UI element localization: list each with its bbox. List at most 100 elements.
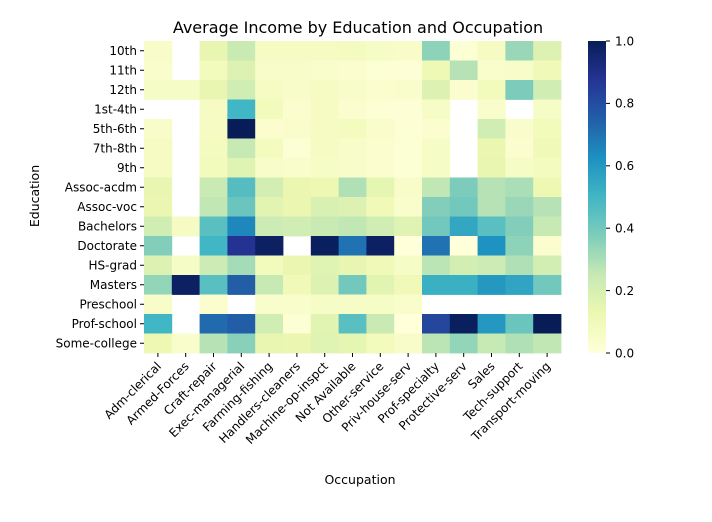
heatmap-cell xyxy=(199,333,228,354)
heatmap-cell xyxy=(533,333,562,354)
y-tick-label: Prof-school xyxy=(72,317,137,331)
colorbar-tick-label: 0.8 xyxy=(615,97,634,111)
heatmap-cell xyxy=(366,60,395,81)
heatmap-cell xyxy=(227,119,256,139)
heatmap-cell xyxy=(422,80,451,100)
y-tick-label: 10th xyxy=(109,44,137,58)
heatmap-cell xyxy=(227,236,256,256)
heatmap-cell xyxy=(310,216,339,237)
heatmap-cell xyxy=(505,41,534,61)
heatmap-cell xyxy=(505,333,534,354)
heatmap-cell xyxy=(366,158,395,178)
heatmap-cell xyxy=(338,60,367,81)
colorbar-tick-label: 0.4 xyxy=(615,222,634,236)
heatmap-cell xyxy=(283,158,312,178)
heatmap-cell xyxy=(227,275,256,295)
heatmap-cell xyxy=(366,236,395,256)
heatmap-cell xyxy=(255,99,284,120)
heatmap-cell xyxy=(227,80,256,100)
heatmap-cell xyxy=(449,80,478,100)
heatmap-cell xyxy=(422,99,451,120)
heatmap-cell xyxy=(255,333,284,354)
heatmap-cell xyxy=(199,294,228,315)
heatmap-cell xyxy=(338,80,367,100)
colorbar-tick-label: 0.6 xyxy=(615,159,634,173)
heatmap-cell xyxy=(394,197,423,217)
heatmap-cell xyxy=(144,236,173,256)
heatmap-cells xyxy=(144,41,562,354)
heatmap-cell xyxy=(171,333,200,354)
heatmap-cell xyxy=(477,197,506,217)
heatmap-cell xyxy=(310,41,339,61)
heatmap-cell xyxy=(394,275,423,295)
heatmap-cell xyxy=(144,41,173,61)
heatmap-cell xyxy=(394,314,423,334)
heatmap-cell xyxy=(338,197,367,217)
heatmap-cell xyxy=(394,60,423,81)
heatmap-cell xyxy=(255,119,284,139)
heatmap-cell xyxy=(394,80,423,100)
heatmap-cell xyxy=(144,177,173,198)
heatmap-cell xyxy=(505,236,534,256)
heatmap-cell xyxy=(227,177,256,198)
heatmap-cell xyxy=(449,216,478,237)
colorbar-tick-label: 0.0 xyxy=(615,346,634,360)
heatmap-cell xyxy=(310,138,339,159)
heatmap-cell xyxy=(477,333,506,354)
heatmap-cell xyxy=(144,138,173,159)
heatmap-cell xyxy=(449,60,478,81)
heatmap-cell xyxy=(422,255,451,276)
heatmap-cell xyxy=(366,197,395,217)
heatmap-cell xyxy=(394,333,423,354)
heatmap-cell xyxy=(283,216,312,237)
heatmap-cell xyxy=(255,138,284,159)
heatmap-cell xyxy=(199,314,228,334)
y-tick-label: 5th-6th xyxy=(93,122,137,136)
heatmap-cell xyxy=(394,294,423,315)
heatmap-cell xyxy=(283,80,312,100)
heatmap-cell xyxy=(533,80,562,100)
colorbar-tick-label: 1.0 xyxy=(615,34,634,48)
heatmap-cell xyxy=(144,158,173,178)
heatmap-cell xyxy=(366,177,395,198)
heatmap-cell xyxy=(255,216,284,237)
heatmap-cell xyxy=(310,60,339,81)
heatmap-cell xyxy=(227,99,256,120)
heatmap-cell xyxy=(477,41,506,61)
heatmap-cell xyxy=(227,197,256,217)
heatmap-cell xyxy=(449,275,478,295)
heatmap-cell xyxy=(227,158,256,178)
x-tick-labels: Adm-clericalArmed-ForcesCraft-repairExec… xyxy=(101,353,553,447)
heatmap-cell xyxy=(366,255,395,276)
heatmap-cell xyxy=(366,99,395,120)
heatmap-cell xyxy=(144,255,173,276)
y-tick-label: Preschool xyxy=(79,298,137,312)
heatmap-cell xyxy=(171,216,200,237)
heatmap-cell xyxy=(144,60,173,81)
heatmap-cell xyxy=(422,333,451,354)
heatmap-cell xyxy=(477,158,506,178)
heatmap-cell xyxy=(227,314,256,334)
heatmap-cell xyxy=(533,41,562,61)
heatmap-cell xyxy=(255,158,284,178)
heatmap-cell xyxy=(255,275,284,295)
heatmap-cell xyxy=(533,236,562,256)
heatmap-cell xyxy=(227,138,256,159)
heatmap-cell xyxy=(199,197,228,217)
heatmap-cell xyxy=(171,80,200,100)
heatmap-cell xyxy=(505,138,534,159)
heatmap-cell xyxy=(310,255,339,276)
colorbar: 0.0 0.2 0.4 0.6 0.8 1.0 xyxy=(588,34,634,360)
heatmap-cell xyxy=(533,216,562,237)
heatmap-cell xyxy=(310,99,339,120)
y-tick-label: 1st-4th xyxy=(94,103,137,117)
heatmap-cell xyxy=(283,99,312,120)
heatmap-cell xyxy=(366,80,395,100)
y-tick-label: 7th-8th xyxy=(93,142,137,156)
heatmap-cell xyxy=(338,41,367,61)
heatmap-cell xyxy=(199,158,228,178)
heatmap-cell xyxy=(394,177,423,198)
heatmap-cell xyxy=(144,197,173,217)
heatmap-cell xyxy=(255,197,284,217)
